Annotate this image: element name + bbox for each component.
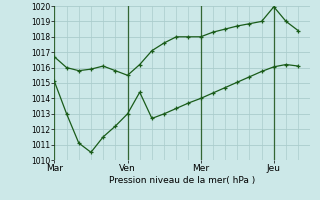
X-axis label: Pression niveau de la mer( hPa ): Pression niveau de la mer( hPa ) <box>109 176 256 185</box>
